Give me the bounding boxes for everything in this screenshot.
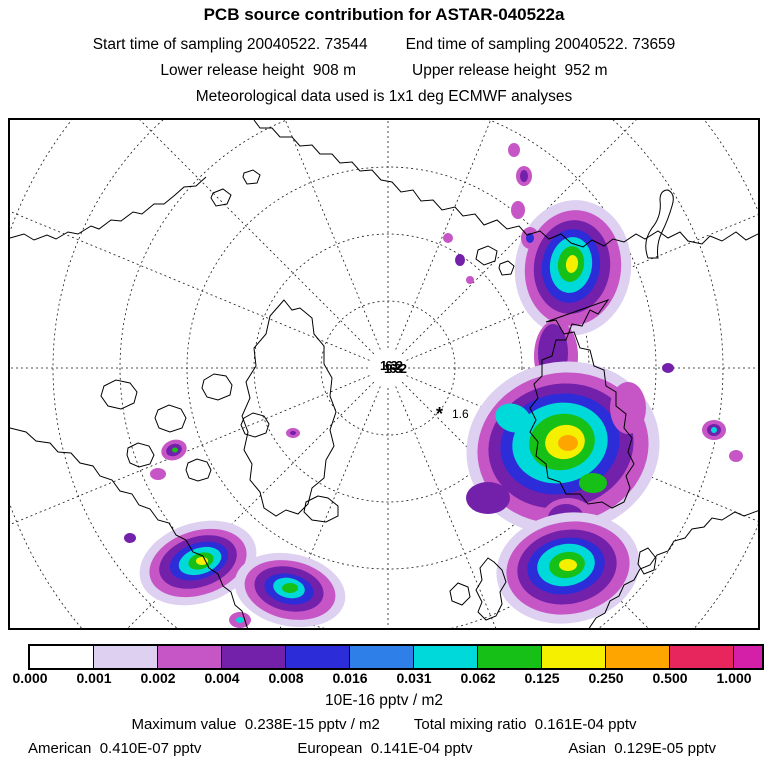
colorbar-cell xyxy=(30,646,94,668)
coast-island-b xyxy=(242,169,261,185)
blob-north-america-2 xyxy=(234,552,346,628)
colorbar-tick-label: 0.500 xyxy=(652,670,688,686)
colorbar-ticks: 0.000 0.001 0.002 0.004 0.008 0.016 0.031 0.062… xyxy=(0,670,768,688)
met-data-label: Meteorological data used is 1x1 deg ECMW… xyxy=(195,88,573,105)
stats-line-2: American 0.410E-07 pptv European 0.141E-… xyxy=(0,740,768,757)
colorbar-cell xyxy=(670,646,734,668)
asian-contribution-label: Asian 0.129E-05 pptv xyxy=(568,740,716,757)
blob-north-america-specks xyxy=(124,428,300,628)
coast-novaya-zemlya xyxy=(645,189,674,259)
colorbar-cell xyxy=(158,646,222,668)
colorbar-tick-label: 0.004 xyxy=(204,670,240,686)
colorbar-tick-label: 0.008 xyxy=(268,670,304,686)
total-mixing-ratio-label: Total mixing ratio 0.161E-04 pptv xyxy=(413,716,637,733)
colorbar-tick-label: 0.125 xyxy=(524,670,560,686)
track-marker-icon: * xyxy=(436,404,443,424)
map-frame xyxy=(8,118,760,630)
receptor-annotations: 1632 1632 * 1.6 xyxy=(380,358,469,424)
colorbar-unit-label: 10E-16 pptv / m2 xyxy=(324,692,444,709)
colorbar-tick-label: 0.000 xyxy=(12,670,48,686)
receptor-center-label-overlap: 1632 xyxy=(384,361,407,376)
upper-release-label: Upper release height 952 m xyxy=(412,62,608,79)
track-value-label: 1.6 xyxy=(452,407,469,421)
polar-map: 1632 1632 * 1.6 xyxy=(8,118,760,630)
colorbar-cell xyxy=(542,646,606,668)
stats-line-1: Maximum value 0.238E-15 pptv / m2 Total … xyxy=(0,716,768,733)
coast-archipelago xyxy=(100,373,270,482)
coast-denmark xyxy=(637,547,657,575)
american-contribution-label: American 0.410E-07 pptv xyxy=(28,740,202,757)
colorbar-cell xyxy=(222,646,286,668)
colorbar-tick-label: 0.002 xyxy=(140,670,176,686)
coast-uk xyxy=(475,557,507,621)
coast-ireland xyxy=(449,582,471,606)
coast-chukotka xyxy=(9,176,207,241)
page-title: PCB source contribution for ASTAR-040522… xyxy=(203,5,565,24)
blob-specks-east xyxy=(662,363,743,462)
colorbar-tick-label: 0.016 xyxy=(332,670,368,686)
colorbar-tick-label: 0.062 xyxy=(460,670,496,686)
maximum-value-label: Maximum value 0.238E-15 pptv / m2 xyxy=(131,716,380,733)
coast-siberia xyxy=(253,119,759,248)
colorbar-cell xyxy=(350,646,414,668)
coast-island-a xyxy=(210,188,232,207)
receptor-center-label: 1632 xyxy=(380,358,403,373)
colorbar-cell xyxy=(94,646,158,668)
blob-lower-right xyxy=(496,512,640,624)
colorbar-cell xyxy=(286,646,350,668)
coast-scandinavia xyxy=(529,298,635,509)
colorbar-cell xyxy=(606,646,670,668)
colorbar-tick-label: 0.031 xyxy=(396,670,432,686)
coast-canada xyxy=(9,427,249,629)
blob-main-europe xyxy=(466,361,660,535)
colorbar-tick-label: 1.000 xyxy=(716,670,752,686)
colorbar-cell xyxy=(414,646,478,668)
colorbar-tick-label: 0.001 xyxy=(76,670,112,686)
sampling-time-line: Start time of sampling 20040522. 73544 E… xyxy=(0,36,768,54)
start-time-label: Start time of sampling 20040522. 73544 xyxy=(92,36,368,53)
coast-greenland xyxy=(241,299,337,517)
colorbar-cell xyxy=(734,646,762,668)
lower-release-label: Lower release height 908 m xyxy=(160,62,356,79)
met-data-line: Meteorological data used is 1x1 deg ECMW… xyxy=(0,88,768,106)
coastlines xyxy=(9,119,759,629)
colorbar-cell xyxy=(478,646,542,668)
colorbar-tick-label: 0.250 xyxy=(588,670,624,686)
coast-iceland xyxy=(303,495,339,523)
coast-svalbard xyxy=(475,245,515,276)
european-contribution-label: European 0.141E-04 pptv xyxy=(297,740,473,757)
end-time-label: End time of sampling 20040522. 73659 xyxy=(405,36,676,53)
coast-europe xyxy=(588,509,759,629)
colorbar xyxy=(28,644,764,670)
release-height-line: Lower release height 908 m Upper release… xyxy=(0,62,768,80)
